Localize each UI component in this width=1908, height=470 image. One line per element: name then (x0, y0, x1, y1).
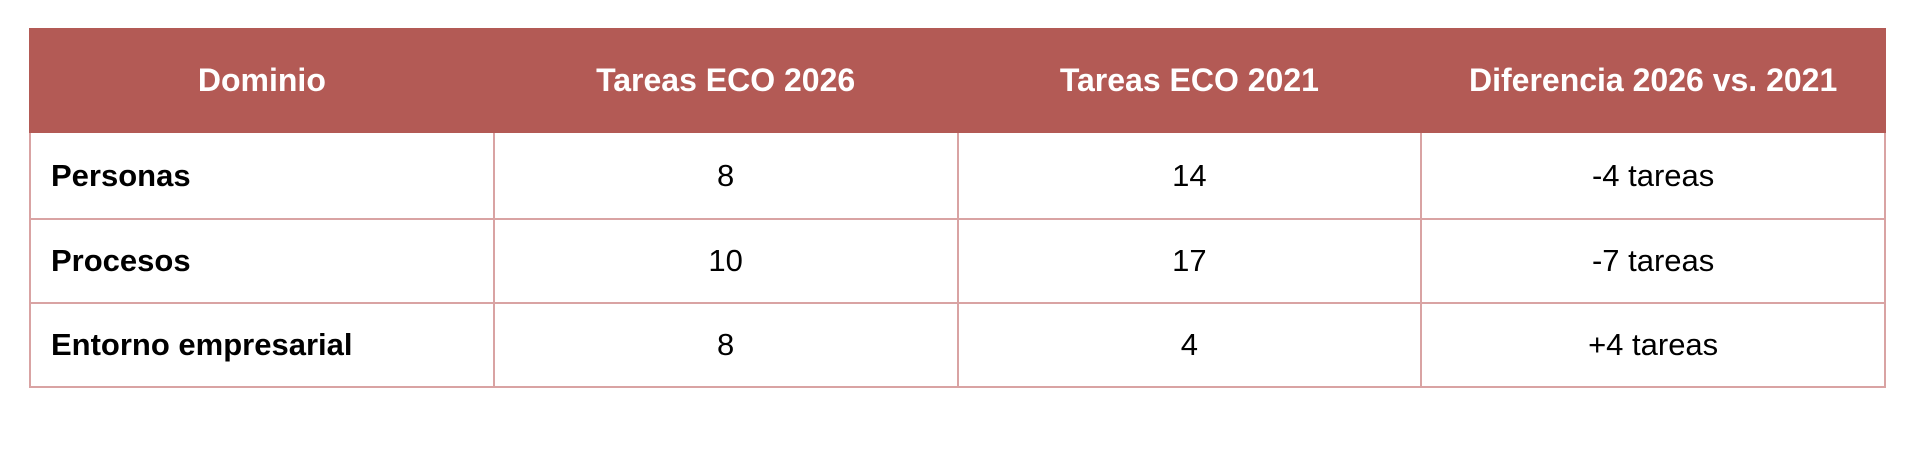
header-cell: Diferencia 2026 vs. 2021 (1420, 28, 1886, 133)
table-cell: 17 (956, 218, 1423, 304)
table-row: Entorno empresarial 8 4 +4 tareas (29, 302, 1886, 388)
data-table: Dominio Tareas ECO 2026 Tareas ECO 2021 Dif… (29, 28, 1886, 388)
row-label: Entorno empresarial (29, 302, 495, 388)
header-cell: Tareas ECO 2026 (492, 28, 959, 133)
header-row: Dominio Tareas ECO 2026 Tareas ECO 2021 Dif… (29, 28, 1886, 133)
table-row: Procesos 10 17 -7 tareas (29, 218, 1886, 304)
row-label: Personas (29, 131, 495, 220)
row-label: Procesos (29, 218, 495, 304)
table-row: Personas 8 14 -4 tareas (29, 131, 1886, 220)
table-cell: +4 tareas (1420, 302, 1886, 388)
header-cell: Tareas ECO 2021 (956, 28, 1423, 133)
header-cell: Dominio (29, 28, 495, 133)
table-cell: 8 (492, 131, 959, 220)
table-cell: 14 (956, 131, 1423, 220)
table-header: Dominio Tareas ECO 2026 Tareas ECO 2021 Dif… (29, 28, 1886, 133)
table-cell: 10 (492, 218, 959, 304)
table-cell: 4 (956, 302, 1423, 388)
table-body: Personas 8 14 -4 tareas Procesos 10 17 -7 tarea… (29, 131, 1886, 388)
table-cell: -4 tareas (1420, 131, 1886, 220)
table-cell: 8 (492, 302, 959, 388)
table-cell: -7 tareas (1420, 218, 1886, 304)
